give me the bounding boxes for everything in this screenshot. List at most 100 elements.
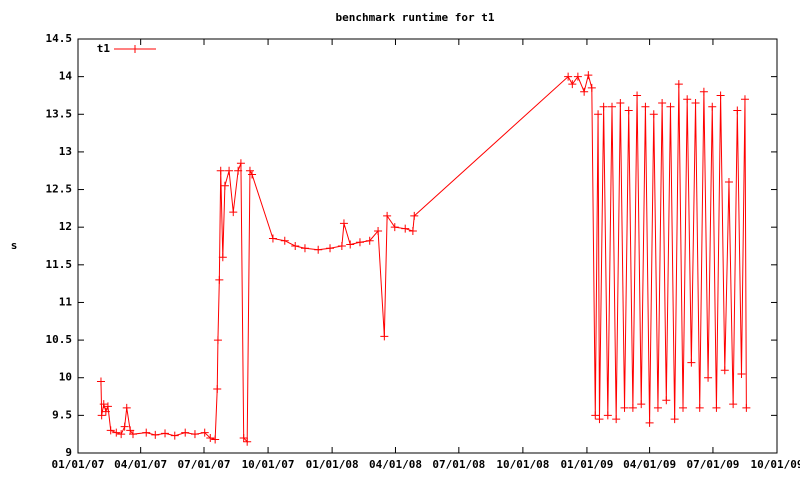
point-marker <box>720 366 729 375</box>
y-tick-label: 9 <box>65 446 72 459</box>
y-axis-label: s <box>11 239 18 252</box>
point-marker <box>190 430 199 439</box>
point-marker <box>355 238 364 247</box>
y-tick-label: 13.5 <box>46 107 73 120</box>
point-marker <box>97 411 106 420</box>
y-tick-label: 11.5 <box>46 258 73 271</box>
point-marker <box>117 430 126 439</box>
point-marker <box>616 98 625 107</box>
point-marker <box>704 373 713 382</box>
point-marker <box>716 91 725 100</box>
point-marker <box>695 403 704 412</box>
point-marker <box>662 396 671 405</box>
point-marker <box>687 358 696 367</box>
legend-label: t1 <box>97 42 111 55</box>
point-marker <box>674 80 683 89</box>
point-marker <box>383 211 392 220</box>
point-marker <box>213 336 222 345</box>
point-marker <box>584 71 593 80</box>
point-marker <box>229 208 238 217</box>
point-marker <box>645 418 654 427</box>
point-marker <box>122 403 131 412</box>
point-marker <box>99 400 108 409</box>
point-marker <box>365 236 374 245</box>
point-marker <box>291 242 300 250</box>
x-tick-label: 01/01/08 <box>306 458 359 471</box>
point-marker <box>637 400 646 409</box>
point-marker <box>268 234 277 243</box>
point-marker <box>594 110 603 119</box>
point-marker <box>699 87 708 96</box>
point-marker <box>708 102 717 111</box>
point-marker <box>314 245 323 254</box>
point-marker <box>280 236 289 245</box>
data-line <box>100 73 747 443</box>
point-marker <box>628 403 637 412</box>
x-tick-label: 07/01/09 <box>686 458 739 471</box>
point-marker <box>390 223 399 232</box>
plot-frame <box>77 38 778 454</box>
x-tick-label: 04/01/07 <box>114 458 167 471</box>
point-marker <box>591 411 600 420</box>
point-marker <box>236 159 245 168</box>
point-marker <box>587 83 596 92</box>
point-marker <box>658 98 667 107</box>
point-marker <box>248 170 257 179</box>
point-marker <box>679 403 688 412</box>
point-marker <box>142 428 151 437</box>
point-marker <box>374 226 383 235</box>
point-marker <box>564 72 573 81</box>
point-marker <box>120 422 129 431</box>
point-marker <box>129 430 138 439</box>
point-marker <box>641 102 650 111</box>
point-marker <box>245 166 254 175</box>
x-tick-label: 07/01/08 <box>432 458 485 471</box>
y-tick-label: 12.5 <box>46 183 73 196</box>
point-marker <box>724 178 733 187</box>
y-tick-label: 13 <box>59 145 72 158</box>
point-marker <box>401 224 410 233</box>
point-marker <box>573 72 582 81</box>
point-marker <box>603 411 612 420</box>
point-marker <box>216 166 225 175</box>
point-marker <box>408 226 417 235</box>
point-marker <box>595 415 604 424</box>
point-marker <box>607 102 616 111</box>
x-tick-label: 04/01/08 <box>369 458 422 471</box>
point-marker <box>239 433 248 442</box>
y-tick-label: 10 <box>59 371 72 384</box>
y-tick-label: 14.5 <box>46 32 73 45</box>
x-tick-label: 04/01/09 <box>623 458 676 471</box>
point-marker <box>653 403 662 412</box>
point-marker <box>346 240 355 249</box>
y-tick-label: 11 <box>59 295 73 308</box>
point-marker <box>620 403 629 412</box>
point-marker <box>234 166 243 175</box>
point-marker <box>211 435 220 444</box>
point-marker <box>649 110 658 119</box>
point-marker <box>96 377 105 386</box>
point-marker <box>339 219 348 228</box>
point-marker <box>106 426 115 435</box>
point-marker <box>243 437 252 446</box>
point-marker <box>683 95 692 104</box>
point-marker <box>161 429 170 438</box>
point-marker <box>300 244 309 253</box>
point-marker <box>218 253 227 262</box>
point-marker <box>380 332 389 341</box>
point-marker <box>151 430 160 439</box>
x-tick-label: 10/01/09 <box>751 458 800 471</box>
x-tick-label: 10/01/07 <box>242 458 295 471</box>
point-marker <box>410 211 419 220</box>
point-marker <box>670 415 679 424</box>
point-marker <box>206 433 215 442</box>
point-marker <box>170 431 179 440</box>
point-marker <box>101 407 110 416</box>
point-marker <box>220 181 229 190</box>
point-marker <box>729 400 738 409</box>
point-marker <box>200 428 209 437</box>
point-marker <box>337 242 346 250</box>
point-marker <box>112 428 121 437</box>
x-tick-label: 07/01/07 <box>178 458 231 471</box>
